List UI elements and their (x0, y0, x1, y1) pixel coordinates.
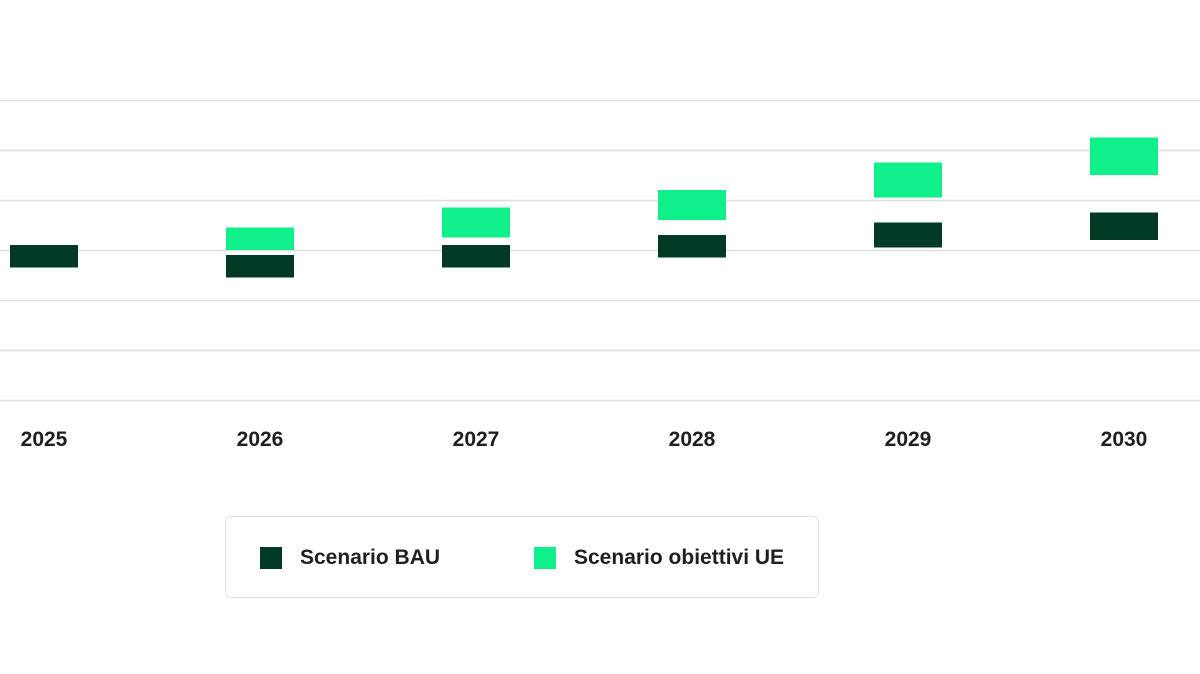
bar-ue-2029 (874, 162, 942, 198)
legend-item-ue[interactable]: Scenario obiettivi UE (534, 517, 784, 599)
bar-bau-2027 (442, 245, 510, 268)
bar-bau-2029 (874, 222, 942, 248)
x-tick-label: 2030 (1101, 428, 1148, 451)
legend-item-bau[interactable]: Scenario BAU (260, 517, 440, 599)
legend-swatch-ue (534, 547, 556, 569)
bar-bau-2025 (10, 245, 78, 268)
legend-label-bau: Scenario BAU (300, 546, 441, 569)
bar-ue-2027 (442, 207, 510, 238)
bar-ue-2028 (658, 190, 726, 220)
bar-ue-2030 (1090, 137, 1158, 175)
chart-legend: Scenario BAU Scenario obiettivi UE (225, 516, 819, 598)
bar-ue-2026 (226, 227, 294, 250)
legend-label-ue: Scenario obiettivi UE (574, 546, 785, 569)
x-tick-label: 2027 (453, 428, 500, 451)
x-tick-label: 2029 (885, 428, 932, 451)
bar-bau-2026 (226, 255, 294, 278)
bar-bau-2030 (1090, 212, 1158, 240)
legend-swatch-bau (260, 547, 282, 569)
x-tick-label: 2026 (237, 428, 284, 451)
x-tick-label: 2025 (21, 428, 68, 451)
x-tick-label: 2028 (669, 428, 716, 451)
bar-bau-2028 (658, 235, 726, 258)
